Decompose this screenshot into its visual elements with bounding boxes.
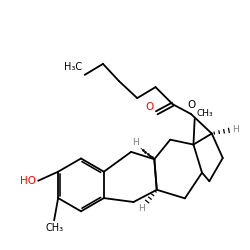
- Text: O: O: [146, 102, 154, 112]
- Text: O: O: [187, 100, 195, 110]
- Text: H: H: [232, 126, 239, 134]
- Text: H: H: [132, 138, 139, 147]
- Text: CH₃: CH₃: [196, 109, 213, 118]
- Text: H₃C: H₃C: [64, 62, 82, 72]
- Text: HO: HO: [20, 176, 36, 186]
- Text: CH₃: CH₃: [45, 223, 63, 233]
- Text: H: H: [138, 204, 144, 214]
